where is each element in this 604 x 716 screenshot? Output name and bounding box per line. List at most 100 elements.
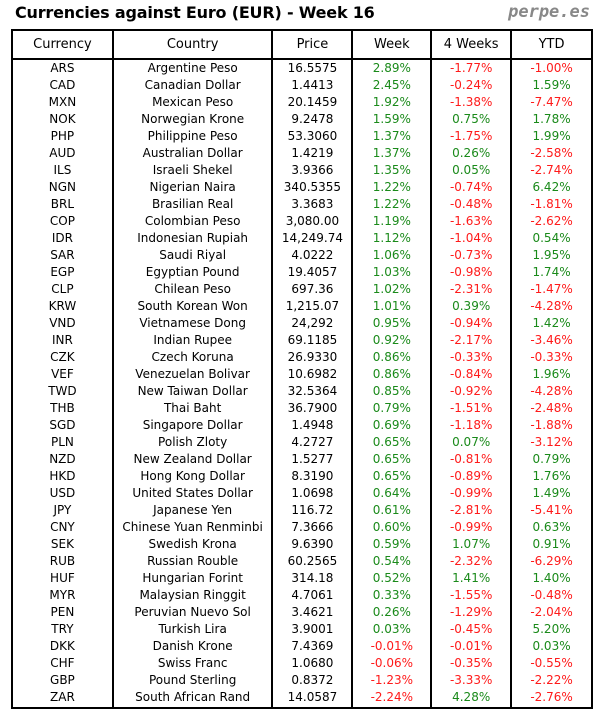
cell-price: 7.4369 bbox=[271, 638, 354, 655]
cell-week: 0.26% bbox=[351, 604, 433, 621]
cell-country: Polish Zloty bbox=[111, 434, 274, 451]
cell-price: 3.9366 bbox=[271, 162, 354, 179]
cell-4-weeks: -2.31% bbox=[430, 281, 513, 298]
cell-ytd: 6.42% bbox=[510, 179, 593, 196]
cell-ytd: 0.63% bbox=[510, 519, 593, 536]
table-row: IDR Indonesian Rupiah 14,249.74 1.12% -1.04%… bbox=[11, 230, 593, 247]
cell-4-weeks: -0.48% bbox=[430, 196, 513, 213]
cell-country: Swiss Franc bbox=[111, 655, 274, 672]
cell-4-weeks: -2.32% bbox=[430, 553, 513, 570]
cell-country: Peruvian Nuevo Sol bbox=[111, 604, 274, 621]
cell-ytd: -1.47% bbox=[510, 281, 593, 298]
cell-week: 1.22% bbox=[351, 196, 433, 213]
cell-price: 20.1459 bbox=[271, 94, 354, 111]
cell-price: 3,080.00 bbox=[271, 213, 354, 230]
cell-4-weeks: -2.81% bbox=[430, 502, 513, 519]
cell-price: 10.6982 bbox=[271, 366, 354, 383]
cell-country: South African Rand bbox=[111, 689, 274, 708]
cell-country: Turkish Lira bbox=[111, 621, 274, 638]
cell-currency: ILS bbox=[11, 162, 114, 179]
cell-currency: CNY bbox=[11, 519, 114, 536]
cell-ytd: -0.33% bbox=[510, 349, 593, 366]
cell-ytd: 1.59% bbox=[510, 77, 593, 94]
brand-logo: perpe.es bbox=[508, 2, 590, 22]
cell-country: Saudi Riyal bbox=[111, 247, 274, 264]
cell-ytd: -6.29% bbox=[510, 553, 593, 570]
cell-currency: SGD bbox=[11, 417, 114, 434]
cell-price: 0.8372 bbox=[271, 672, 354, 689]
cell-4-weeks: -0.99% bbox=[430, 519, 513, 536]
cell-4-weeks: -1.29% bbox=[430, 604, 513, 621]
cell-currency: VND bbox=[11, 315, 114, 332]
table-row: EGP Egyptian Pound 19.4057 1.03% -0.98% 1.74% bbox=[11, 264, 593, 281]
cell-currency: TWD bbox=[11, 383, 114, 400]
cell-4-weeks: -0.81% bbox=[430, 451, 513, 468]
cell-4-weeks: -1.75% bbox=[430, 128, 513, 145]
cell-week: 0.59% bbox=[351, 536, 433, 553]
cell-week: 0.60% bbox=[351, 519, 433, 536]
table-row: COP Colombian Peso 3,080.00 1.19% -1.63% -2.6… bbox=[11, 213, 593, 230]
cell-4-weeks: -1.38% bbox=[430, 94, 513, 111]
cell-week: 0.85% bbox=[351, 383, 433, 400]
cell-country: Hong Kong Dollar bbox=[111, 468, 274, 485]
cell-price: 3.4621 bbox=[271, 604, 354, 621]
cell-week: 1.35% bbox=[351, 162, 433, 179]
cell-currency: PLN bbox=[11, 434, 114, 451]
cell-4-weeks: -1.04% bbox=[430, 230, 513, 247]
cell-ytd: -2.76% bbox=[510, 689, 593, 708]
cell-4-weeks: -2.17% bbox=[430, 332, 513, 349]
cell-week: -0.01% bbox=[351, 638, 433, 655]
cell-price: 340.5355 bbox=[271, 179, 354, 196]
cell-week: 0.03% bbox=[351, 621, 433, 638]
cell-4-weeks: -0.84% bbox=[430, 366, 513, 383]
cell-currency: ZAR bbox=[11, 689, 114, 708]
cell-4-weeks: -0.33% bbox=[430, 349, 513, 366]
cell-price: 60.2565 bbox=[271, 553, 354, 570]
cell-currency: HUF bbox=[11, 570, 114, 587]
cell-country: Russian Rouble bbox=[111, 553, 274, 570]
cell-4-weeks: -0.01% bbox=[430, 638, 513, 655]
currency-table: Currency Country Price Week 4 Weeks YTD … bbox=[11, 29, 593, 709]
cell-week: 2.45% bbox=[351, 77, 433, 94]
cell-4-weeks: -1.55% bbox=[430, 587, 513, 604]
table-row: PLN Polish Zloty 4.2727 0.65% 0.07% -3.12% bbox=[11, 434, 593, 451]
cell-ytd: -2.62% bbox=[510, 213, 593, 230]
cell-country: Indian Rupee bbox=[111, 332, 274, 349]
cell-ytd: 1.95% bbox=[510, 247, 593, 264]
cell-price: 53.3060 bbox=[271, 128, 354, 145]
table-row: CHF Swiss Franc 1.0680 -0.06% -0.35% -0.55% bbox=[11, 655, 593, 672]
table-row: CAD Canadian Dollar 1.4413 2.45% -0.24% 1.59% bbox=[11, 77, 593, 94]
cell-week: 0.64% bbox=[351, 485, 433, 502]
cell-4-weeks: 0.39% bbox=[430, 298, 513, 315]
cell-currency: NOK bbox=[11, 111, 114, 128]
cell-ytd: -2.58% bbox=[510, 145, 593, 162]
cell-week: 1.01% bbox=[351, 298, 433, 315]
cell-price: 3.9001 bbox=[271, 621, 354, 638]
cell-4-weeks: 1.41% bbox=[430, 570, 513, 587]
cell-currency: PEN bbox=[11, 604, 114, 621]
cell-4-weeks: -0.92% bbox=[430, 383, 513, 400]
cell-week: 0.86% bbox=[351, 349, 433, 366]
header-price: Price bbox=[271, 29, 354, 60]
cell-week: 1.22% bbox=[351, 179, 433, 196]
cell-price: 32.5364 bbox=[271, 383, 354, 400]
cell-week: 0.52% bbox=[351, 570, 433, 587]
cell-country: Australian Dollar bbox=[111, 145, 274, 162]
table-row: INR Indian Rupee 69.1185 0.92% -2.17% -3.46% bbox=[11, 332, 593, 349]
table-row: GBP Pound Sterling 0.8372 -1.23% -3.33% -2.22… bbox=[11, 672, 593, 689]
cell-ytd: -1.88% bbox=[510, 417, 593, 434]
cell-currency: BRL bbox=[11, 196, 114, 213]
table-row: PHP Philippine Peso 53.3060 1.37% -1.75% 1.99… bbox=[11, 128, 593, 145]
table-row: SEK Swedish Krona 9.6390 0.59% 1.07% 0.91% bbox=[11, 536, 593, 553]
table-row: NZD New Zealand Dollar 1.5277 0.65% -0.81% 0.… bbox=[11, 451, 593, 468]
cell-currency: CHF bbox=[11, 655, 114, 672]
cell-country: Swedish Krona bbox=[111, 536, 274, 553]
header-ytd: YTD bbox=[510, 29, 593, 60]
cell-currency: ARS bbox=[11, 59, 114, 77]
cell-ytd: -2.74% bbox=[510, 162, 593, 179]
header-4-weeks: 4 Weeks bbox=[430, 29, 513, 60]
cell-week: 1.37% bbox=[351, 145, 433, 162]
cell-country: Hungarian Forint bbox=[111, 570, 274, 587]
cell-price: 314.18 bbox=[271, 570, 354, 587]
cell-price: 14,249.74 bbox=[271, 230, 354, 247]
